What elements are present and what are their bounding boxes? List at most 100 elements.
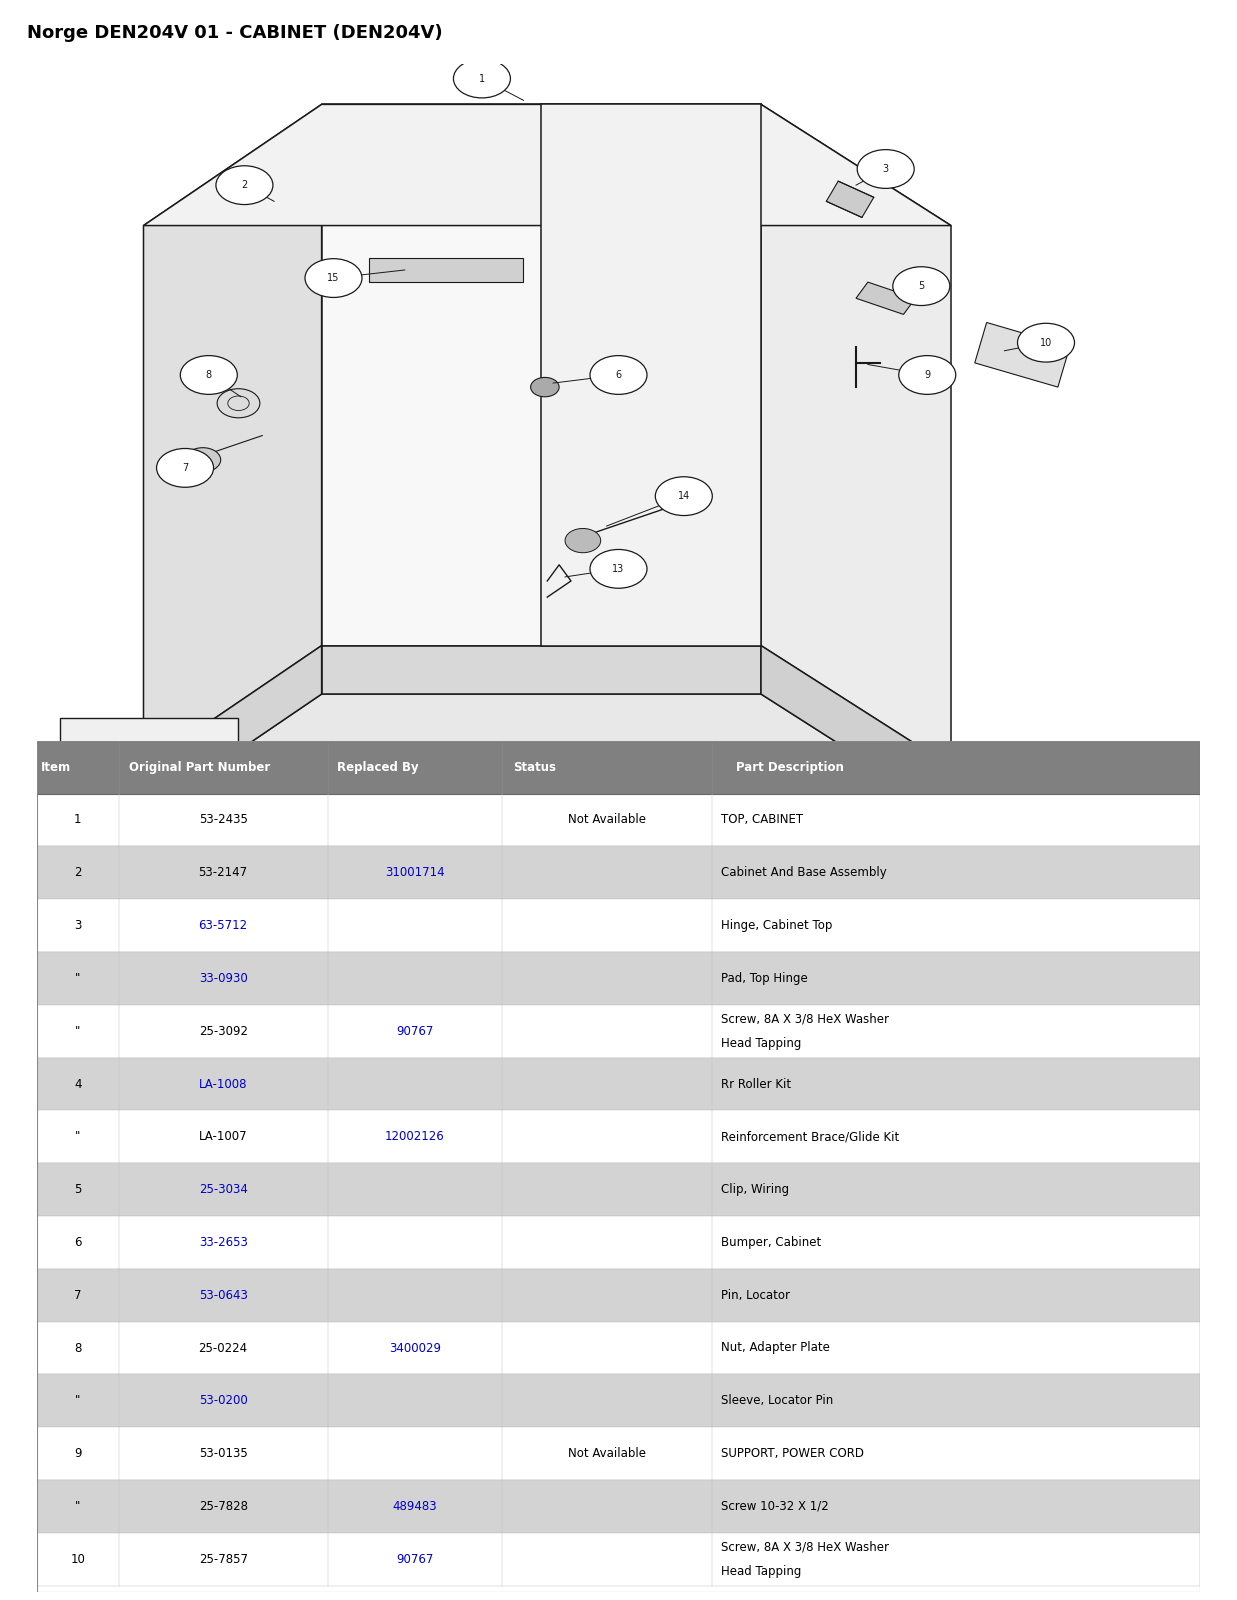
Text: 90767: 90767: [396, 1024, 434, 1038]
Circle shape: [656, 477, 713, 515]
Bar: [37, 741, 1200, 794]
Text: ": ": [75, 1394, 80, 1408]
Circle shape: [1018, 323, 1075, 362]
Bar: [37, 1005, 1200, 1058]
Text: the laundry company: the laundry company: [327, 432, 792, 470]
Polygon shape: [856, 282, 915, 315]
Text: 5: 5: [918, 282, 924, 291]
Text: Norge Residential Norge DEN204V Dryer Parts Parts Diagram 01 - CABINET (DEN204V): Norge Residential Norge DEN204V Dryer Pa…: [362, 894, 875, 907]
Text: LA-1007: LA-1007: [199, 1130, 247, 1144]
Text: Norge DEN204V 01 - CABINET (DEN204V): Norge DEN204V 01 - CABINET (DEN204V): [27, 24, 443, 42]
Text: Not Available: Not Available: [568, 813, 646, 827]
Bar: [37, 1427, 1200, 1480]
Text: LA-1008: LA-1008: [199, 1077, 247, 1091]
Bar: [37, 899, 1200, 952]
Text: 53-2435: 53-2435: [199, 813, 247, 827]
Text: 15: 15: [328, 274, 340, 283]
Text: Sleeve, Locator Pin: Sleeve, Locator Pin: [721, 1394, 834, 1408]
Bar: [37, 1269, 1200, 1322]
Text: Hinge, Cabinet Top: Hinge, Cabinet Top: [721, 918, 833, 933]
Polygon shape: [143, 104, 322, 766]
Text: Nut, Adapter Plate: Nut, Adapter Plate: [721, 1341, 830, 1355]
Text: 2: 2: [241, 181, 247, 190]
Text: 25-0224: 25-0224: [199, 1341, 247, 1355]
Text: 11: 11: [375, 845, 387, 854]
Circle shape: [157, 448, 214, 488]
Circle shape: [353, 830, 409, 869]
Text: Head Tapping: Head Tapping: [721, 1037, 802, 1050]
Text: 53-0135: 53-0135: [199, 1446, 247, 1461]
Text: 7: 7: [74, 1288, 82, 1302]
Text: 1: 1: [74, 813, 82, 827]
Polygon shape: [542, 104, 761, 645]
Circle shape: [590, 549, 647, 589]
Text: 10: 10: [1040, 338, 1053, 347]
Text: 6: 6: [74, 1235, 82, 1250]
Circle shape: [531, 378, 559, 397]
Polygon shape: [61, 718, 239, 832]
Text: 33-0930: 33-0930: [199, 971, 247, 986]
Text: Clip, Wiring: Clip, Wiring: [721, 1182, 789, 1197]
Bar: [37, 1322, 1200, 1374]
Text: 25-7828: 25-7828: [199, 1499, 247, 1514]
Circle shape: [181, 355, 238, 394]
Text: SUPPORT, POWER CORD: SUPPORT, POWER CORD: [721, 1446, 865, 1461]
Bar: [37, 1058, 1200, 1110]
Text: 25-3092: 25-3092: [199, 1024, 247, 1038]
Text: Replaced By: Replaced By: [336, 760, 418, 774]
Text: 1: 1: [479, 74, 485, 83]
Text: 90767: 90767: [396, 1552, 434, 1566]
Text: 3400029: 3400029: [388, 1341, 442, 1355]
Text: 12002126: 12002126: [385, 1130, 445, 1144]
Polygon shape: [761, 645, 951, 816]
Bar: [37, 1110, 1200, 1163]
Bar: [37, 1480, 1200, 1533]
Text: ": ": [75, 1499, 80, 1514]
Text: 7: 7: [182, 462, 188, 474]
Circle shape: [893, 267, 950, 306]
Text: Status: Status: [512, 760, 555, 774]
Text: 6: 6: [616, 370, 621, 379]
Bar: [37, 794, 1200, 846]
Text: 8: 8: [74, 1341, 82, 1355]
Polygon shape: [826, 181, 873, 218]
Circle shape: [306, 259, 362, 298]
Polygon shape: [143, 694, 951, 816]
Bar: [37, 1163, 1200, 1216]
Text: 4: 4: [74, 1077, 82, 1091]
Text: 53-0200: 53-0200: [199, 1394, 247, 1408]
Text: 2: 2: [74, 866, 82, 880]
Text: Not Available: Not Available: [568, 1446, 646, 1461]
Text: 9: 9: [74, 1446, 82, 1461]
Text: Rr Roller Kit: Rr Roller Kit: [721, 1077, 792, 1091]
Text: 25-7857: 25-7857: [199, 1552, 247, 1566]
Polygon shape: [975, 323, 1070, 387]
Text: TOP, CABINET: TOP, CABINET: [721, 813, 803, 827]
Polygon shape: [143, 104, 951, 226]
Text: Reinforcement Brace/Glide Kit: Reinforcement Brace/Glide Kit: [721, 1130, 899, 1144]
Text: 14: 14: [678, 491, 690, 501]
Text: ": ": [75, 1024, 80, 1038]
Text: Head Tapping: Head Tapping: [721, 1565, 802, 1578]
Text: 33-2653: 33-2653: [199, 1235, 247, 1250]
Text: 53-0643: 53-0643: [199, 1288, 247, 1302]
Text: 63-5712: 63-5712: [199, 918, 247, 933]
Text: Screw, 8A X 3/8 HeX Washer: Screw, 8A X 3/8 HeX Washer: [721, 1013, 889, 1026]
Text: Screw, 8A X 3/8 HeX Washer: Screw, 8A X 3/8 HeX Washer: [721, 1541, 889, 1554]
Text: Screw 10-32 X 1/2: Screw 10-32 X 1/2: [721, 1499, 829, 1514]
Text: 53-2147: 53-2147: [199, 866, 247, 880]
Circle shape: [186, 448, 220, 472]
Polygon shape: [322, 104, 761, 645]
Polygon shape: [143, 645, 322, 816]
Text: ": ": [75, 971, 80, 986]
Circle shape: [495, 870, 552, 909]
Polygon shape: [369, 258, 523, 282]
Circle shape: [565, 528, 601, 552]
Text: Pad, Top Hinge: Pad, Top Hinge: [721, 971, 808, 986]
Text: 5: 5: [74, 1182, 82, 1197]
Text: Pin, Locator: Pin, Locator: [721, 1288, 790, 1302]
Text: the laundry company®: the laundry company®: [380, 733, 738, 760]
Circle shape: [899, 355, 956, 394]
Bar: [37, 1533, 1200, 1586]
Circle shape: [590, 355, 647, 394]
